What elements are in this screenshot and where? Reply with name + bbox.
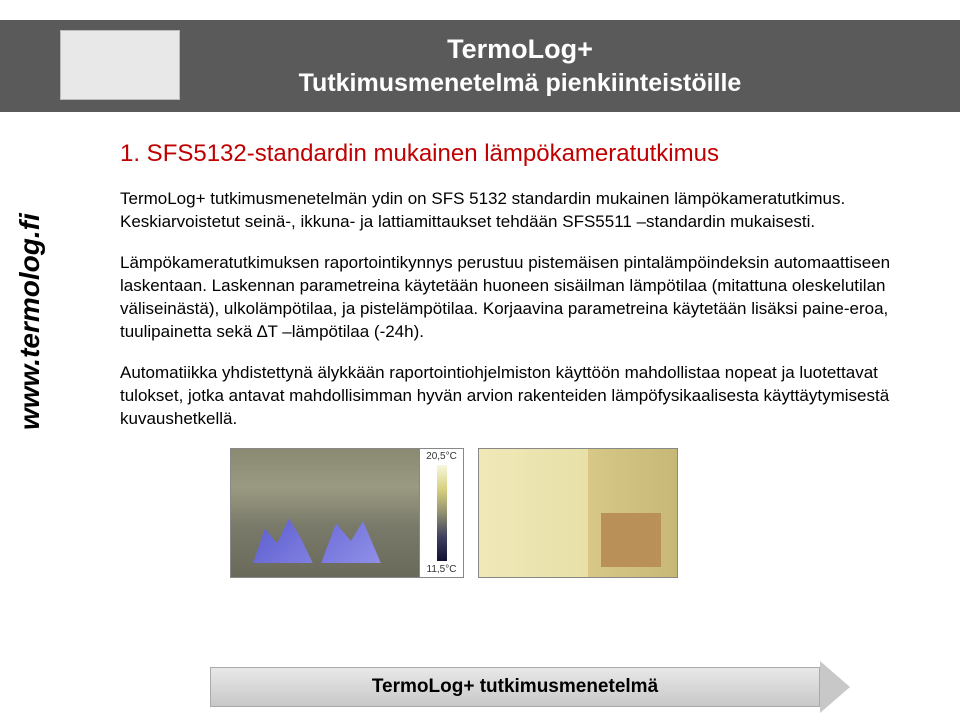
- thermal-colorbar: 20,5°C 11,5°C: [420, 448, 464, 578]
- colorbar-min: 11,5°C: [427, 564, 457, 575]
- colorbar-gradient: [437, 465, 447, 561]
- thermal-image-block: 20,5°C 11,5°C: [230, 448, 464, 578]
- header-text-block: TermoLog+ Tutkimusmenetelmä pienkiinteis…: [240, 32, 800, 100]
- colorbar-max: 20,5°C: [426, 451, 457, 462]
- thermal-image: [230, 448, 420, 578]
- header-subtitle: Tutkimusmenetelmä pienkiinteistöille: [240, 67, 800, 100]
- sidebar-url: www.termolog.fi: [14, 213, 46, 430]
- header-band: TermoLog+ Tutkimusmenetelmä pienkiinteis…: [0, 20, 960, 112]
- reference-photo: [478, 448, 678, 578]
- header-logo-box: [60, 30, 180, 100]
- image-row: 20,5°C 11,5°C: [230, 448, 900, 578]
- paragraph-1: TermoLog+ tutkimusmenetelmän ydin on SFS…: [120, 188, 900, 234]
- section-title: 1. SFS5132-standardin mukainen lämpökame…: [120, 140, 900, 168]
- footer-arrow: TermoLog+ tutkimusmenetelmä: [210, 667, 850, 707]
- header-title: TermoLog+: [240, 32, 800, 67]
- paragraph-3: Automatiikka yhdistettynä älykkään rapor…: [120, 362, 900, 431]
- footer-text: TermoLog+ tutkimusmenetelmä: [372, 676, 658, 698]
- arrow-head-icon: [820, 661, 850, 713]
- footer-arrow-body: TermoLog+ tutkimusmenetelmä: [210, 667, 820, 707]
- paragraph-2: Lämpökameratutkimuksen raportointikynnys…: [120, 252, 900, 344]
- content-area: 1. SFS5132-standardin mukainen lämpökame…: [120, 140, 900, 578]
